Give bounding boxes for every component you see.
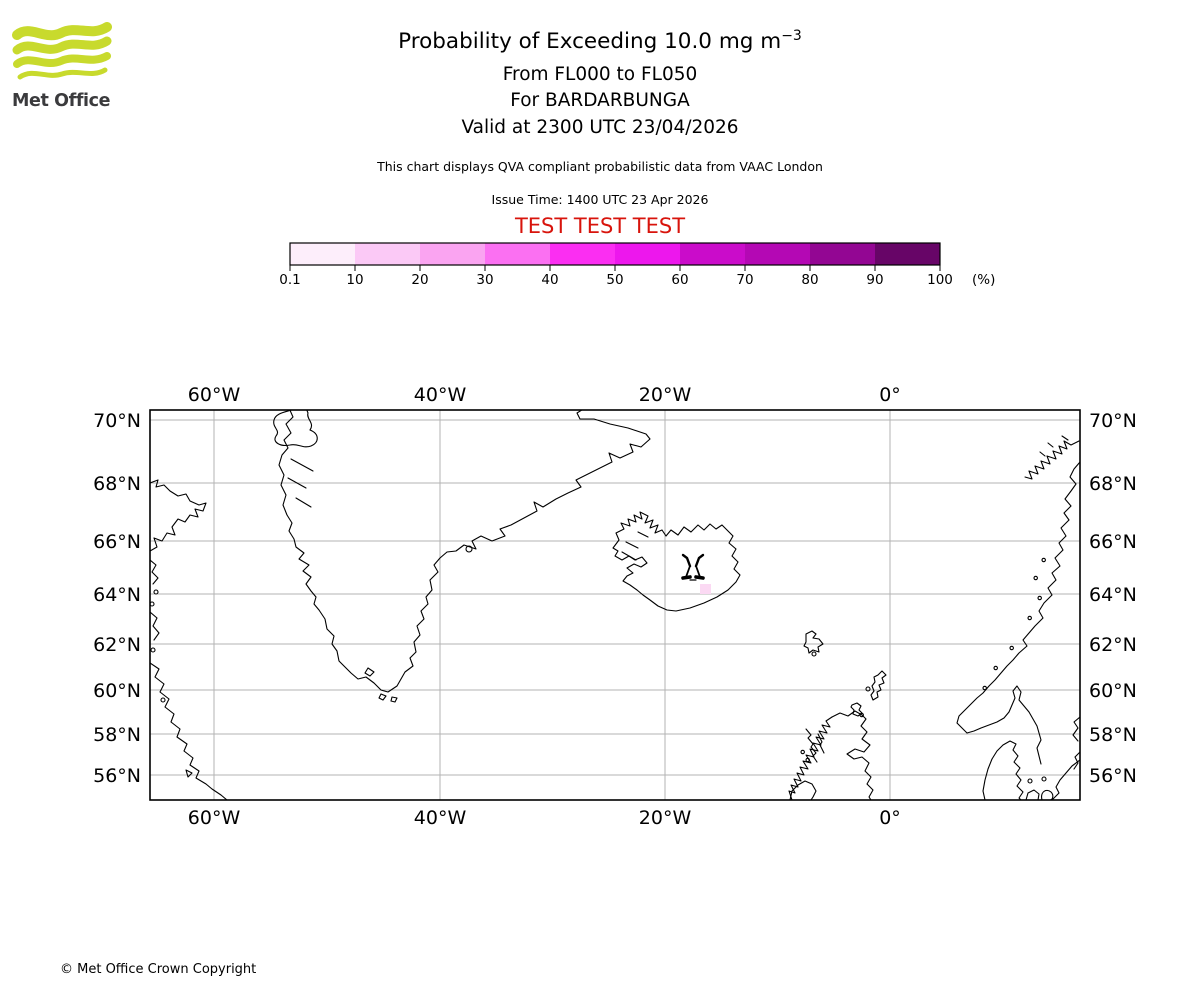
issue-time: Issue Time: 1400 UTC 23 Apr 2026 (491, 192, 709, 207)
colorbar-segment (680, 243, 745, 265)
coastline-danish-islands (1025, 776, 1054, 800)
test-banner: TEST TEST TEST (514, 214, 686, 238)
colorbar-tick-label: 30 (476, 272, 493, 288)
x-tick-top: 0° (879, 384, 901, 406)
colorbar-segments (290, 243, 940, 265)
colorbar-segment (355, 243, 420, 265)
y-tick-right: 68°N (1089, 473, 1137, 495)
colorbar-segment (420, 243, 485, 265)
x-tick-top: 60°W (188, 384, 241, 406)
colorbar-segment (875, 243, 940, 265)
map-gridlines (150, 410, 1080, 800)
map-panel: 60°W 40°W 20°W 0° 60°W 40°W 20°W 0° 70°N… (93, 384, 1137, 829)
coastline-labrador-islets (160, 697, 193, 778)
colorbar-tick-label: 50 (606, 272, 623, 288)
volcano-icon (681, 553, 705, 581)
map-background (150, 410, 1080, 800)
colorbar-segment (810, 243, 875, 265)
colorbar-segment (290, 243, 355, 265)
coastline-labrador (150, 662, 228, 800)
colorbar-tick-label: 20 (411, 272, 428, 288)
page-title-text: Probability of Exceeding 10.0 mg m (398, 29, 782, 55)
coastline-iceland-fjords (621, 531, 649, 561)
copyright-notice: © Met Office Crown Copyright (60, 962, 257, 977)
colorbar-ticks (289, 265, 941, 271)
subtitle-volcano: For BARDARBUNGA (510, 90, 690, 111)
met-office-logo: Met Office (12, 22, 132, 111)
y-tick-left: 62°N (93, 634, 141, 656)
colorbar-tick-label: 70 (736, 272, 753, 288)
colorbar-tick-label: 10 (346, 272, 363, 288)
colorbar-segment (745, 243, 810, 265)
y-tick-left: 70°N (93, 410, 141, 432)
colorbar-tick-label: 90 (866, 272, 883, 288)
coastline-greenland-islets (364, 545, 473, 703)
coastline-sweden-south (1052, 759, 1080, 800)
coastline-scotland-east (831, 710, 874, 800)
coastline-hebrides (800, 728, 825, 763)
x-tick-bottom: 0° (879, 807, 901, 829)
y-tick-left: 58°N (93, 724, 141, 746)
map-frame (149, 409, 1081, 801)
y-tick-right: 62°N (1089, 634, 1137, 656)
y-tick-right: 56°N (1089, 765, 1137, 787)
y-tick-right: 64°N (1089, 584, 1137, 606)
probability-colorbar: 0.1 10 20 30 40 50 60 70 80 90 100 (%) (279, 242, 995, 288)
title-exponent: −3 (781, 28, 802, 44)
y-tick-left: 64°N (93, 584, 141, 606)
colorbar-tick-labels: 0.1 10 20 30 40 50 60 70 80 90 100 (%) (279, 272, 995, 288)
probability-cell (700, 584, 711, 594)
coastline-faroes (803, 630, 824, 657)
colorbar-tick-label: 60 (671, 272, 688, 288)
colorbar-segment (485, 243, 550, 265)
coastline-sweden-edge (1072, 716, 1080, 770)
x-tick-top: 20°W (639, 384, 692, 406)
met-office-logo-text: Met Office (12, 91, 111, 111)
map-axis-labels: 60°W 40°W 20°W 0° 60°W 40°W 20°W 0° 70°N… (93, 384, 1137, 829)
coastline-greenland-fjords (287, 458, 314, 508)
coastline-baffin (150, 479, 207, 552)
coastline-disko-island (273, 410, 318, 448)
colorbar-tick-label: 0.1 (279, 272, 300, 288)
colorbar-tick-label: 80 (801, 272, 818, 288)
x-tick-top: 40°W (414, 384, 467, 406)
coastline-scotland-west (788, 716, 833, 800)
coastlines (150, 410, 1080, 800)
qva-note: This chart displays QVA compliant probab… (377, 159, 823, 174)
coastline-shetland (865, 670, 887, 701)
coastline-lofoten (1024, 435, 1080, 480)
met-office-waves-icon (12, 22, 112, 80)
y-tick-right: 58°N (1089, 724, 1137, 746)
coastline-greenland (278, 410, 651, 693)
y-tick-left: 68°N (93, 473, 141, 495)
coastline-norway-skerries (982, 557, 1046, 691)
colorbar-unit-label: (%) (972, 272, 995, 288)
page-title: Probability of Exceeding 10.0 mg m−3 (0, 28, 1200, 54)
y-tick-right: 66°N (1089, 531, 1137, 553)
colorbar-segment (615, 243, 680, 265)
coastline-denmark (982, 740, 1024, 800)
subtitle-flight-levels: From FL000 to FL050 (502, 64, 698, 85)
coastline-northern-ireland (789, 780, 817, 800)
coastline-iceland (612, 511, 741, 612)
y-tick-right: 60°N (1089, 680, 1137, 702)
y-tick-right: 70°N (1089, 410, 1137, 432)
y-tick-left: 56°N (93, 765, 141, 787)
colorbar-tick-label: 100 (927, 272, 953, 288)
y-tick-left: 66°N (93, 531, 141, 553)
coastline-norway (956, 461, 1080, 765)
coastline-baffin-bits (150, 559, 160, 653)
colorbar-tick-label: 40 (541, 272, 558, 288)
y-tick-left: 60°N (93, 680, 141, 702)
x-tick-bottom: 20°W (639, 807, 692, 829)
x-tick-bottom: 40°W (414, 807, 467, 829)
colorbar-segment (550, 243, 615, 265)
x-tick-bottom: 60°W (188, 807, 241, 829)
subtitle-valid-time: Valid at 2300 UTC 23/04/2026 (461, 117, 739, 138)
